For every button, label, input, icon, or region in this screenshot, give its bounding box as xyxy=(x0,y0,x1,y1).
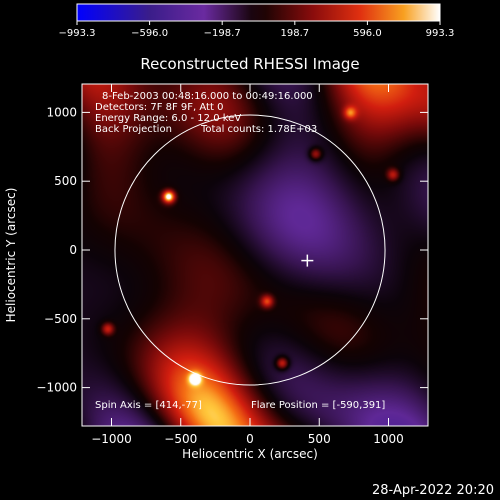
spin-axis-marker xyxy=(301,254,314,267)
colorbar-tick-label: −198.7 xyxy=(204,28,241,39)
y-tick-label: 500 xyxy=(54,174,77,188)
y-tick-label: −500 xyxy=(44,312,77,326)
colorbar-tick-label: 596.0 xyxy=(353,28,382,39)
colorbar-tick-label: −596.0 xyxy=(131,28,168,39)
y-axis-label: Heliocentric Y (arcsec) xyxy=(4,188,18,323)
plot-frame xyxy=(81,83,429,427)
annotation-method: Back Projection xyxy=(95,124,172,135)
colorbar-ticks: −993.3 −596.0 −198.7 198.7 596.0 993.3 xyxy=(58,21,454,39)
x-axis-label: Heliocentric X (arcsec) xyxy=(182,447,318,461)
colorbar xyxy=(76,3,441,22)
y-tick-label: 0 xyxy=(69,243,77,257)
x-tick-label: 1000 xyxy=(373,432,404,446)
annotation-energy-range: Energy Range: 6.0 - 12.0 keV xyxy=(95,113,241,124)
x-tick-label: −500 xyxy=(164,432,197,446)
annotation-block: 8-Feb-2003 00:48:16.000 to 00:49:16.000 … xyxy=(95,91,317,135)
y-tick-label: 1000 xyxy=(46,105,77,119)
colorbar-tick-label: 993.3 xyxy=(426,28,455,39)
x-tick-label: −1000 xyxy=(91,432,132,446)
footer-timestamp: 28-Apr-2022 20:20 xyxy=(372,483,494,498)
chart-title: Reconstructed RHESSI Image xyxy=(140,55,359,73)
heatmap-image xyxy=(82,84,428,426)
annotation-detectors: Detectors: 7F 8F 9F, Att 0 xyxy=(95,102,223,113)
x-tick-label: 0 xyxy=(246,432,254,446)
annotation-time-range: 8-Feb-2003 00:48:16.000 to 00:49:16.000 xyxy=(102,91,313,102)
solar-disk-limb xyxy=(114,114,386,386)
y-tick-label: −1000 xyxy=(36,381,77,395)
colorbar-tick-label: −993.3 xyxy=(58,28,95,39)
spin-axis-label: Spin Axis = [414,-77] xyxy=(95,400,202,411)
x-axis-ticks: −1000 −500 0 500 1000 xyxy=(91,84,404,446)
flare-position-label: Flare Position = [-590,391] xyxy=(251,400,385,411)
x-tick-label: 500 xyxy=(308,432,331,446)
y-axis-ticks: −1000 −500 0 500 1000 xyxy=(36,105,428,395)
annotation-total-counts: Total counts: 1.78E+03 xyxy=(200,124,317,135)
colorbar-tick-label: 198.7 xyxy=(280,28,309,39)
